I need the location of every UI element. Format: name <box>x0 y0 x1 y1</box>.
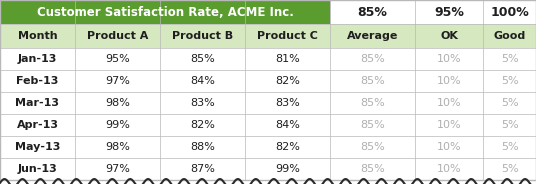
Text: 5%: 5% <box>501 54 518 64</box>
Bar <box>0 70 536 92</box>
Text: 85%: 85% <box>358 6 388 19</box>
Text: OK: OK <box>440 31 458 41</box>
Text: 5%: 5% <box>501 164 518 174</box>
Text: 99%: 99% <box>105 120 130 130</box>
Text: 97%: 97% <box>105 76 130 86</box>
Bar <box>0 48 536 70</box>
Text: 95%: 95% <box>434 6 464 19</box>
Text: 95%: 95% <box>105 54 130 64</box>
Text: Month: Month <box>18 31 57 41</box>
Text: 87%: 87% <box>190 164 215 174</box>
Bar <box>0 114 536 136</box>
Text: 82%: 82% <box>190 120 215 130</box>
Text: 10%: 10% <box>437 142 461 152</box>
Text: Product B: Product B <box>172 31 233 41</box>
Text: 82%: 82% <box>275 142 300 152</box>
Text: 85%: 85% <box>360 142 385 152</box>
Text: Mar-13: Mar-13 <box>16 98 59 108</box>
Text: 84%: 84% <box>275 120 300 130</box>
Text: 98%: 98% <box>105 98 130 108</box>
Text: Good: Good <box>493 31 526 41</box>
Text: 10%: 10% <box>437 76 461 86</box>
Text: 10%: 10% <box>437 98 461 108</box>
Text: 85%: 85% <box>360 98 385 108</box>
Text: 5%: 5% <box>501 142 518 152</box>
Bar <box>0 0 330 24</box>
Text: Jun-13: Jun-13 <box>18 164 57 174</box>
Text: 84%: 84% <box>190 76 215 86</box>
Text: 5%: 5% <box>501 76 518 86</box>
Text: May-13: May-13 <box>15 142 60 152</box>
Text: 85%: 85% <box>360 164 385 174</box>
Bar <box>0 136 536 158</box>
Text: 85%: 85% <box>360 120 385 130</box>
Text: 10%: 10% <box>437 164 461 174</box>
Text: 5%: 5% <box>501 120 518 130</box>
Text: Jan-13: Jan-13 <box>18 54 57 64</box>
Text: 85%: 85% <box>360 54 385 64</box>
Text: 85%: 85% <box>360 76 385 86</box>
Text: 5%: 5% <box>501 98 518 108</box>
Text: 100%: 100% <box>490 6 529 19</box>
Text: 83%: 83% <box>190 98 215 108</box>
Text: 81%: 81% <box>275 54 300 64</box>
Text: 10%: 10% <box>437 120 461 130</box>
Bar <box>0 92 536 114</box>
Bar <box>0 24 536 48</box>
Text: 97%: 97% <box>105 164 130 174</box>
Bar <box>0 158 536 180</box>
Text: 83%: 83% <box>275 98 300 108</box>
Text: Apr-13: Apr-13 <box>17 120 58 130</box>
Text: Product A: Product A <box>87 31 148 41</box>
Text: Product C: Product C <box>257 31 318 41</box>
Text: Feb-13: Feb-13 <box>16 76 58 86</box>
Text: 88%: 88% <box>190 142 215 152</box>
Text: 82%: 82% <box>275 76 300 86</box>
Text: 10%: 10% <box>437 54 461 64</box>
Text: 99%: 99% <box>275 164 300 174</box>
Text: 98%: 98% <box>105 142 130 152</box>
Bar <box>330 0 536 24</box>
Text: Average: Average <box>347 31 398 41</box>
Text: 85%: 85% <box>190 54 215 64</box>
Text: Customer Satisfaction Rate, ACME Inc.: Customer Satisfaction Rate, ACME Inc. <box>36 6 293 19</box>
